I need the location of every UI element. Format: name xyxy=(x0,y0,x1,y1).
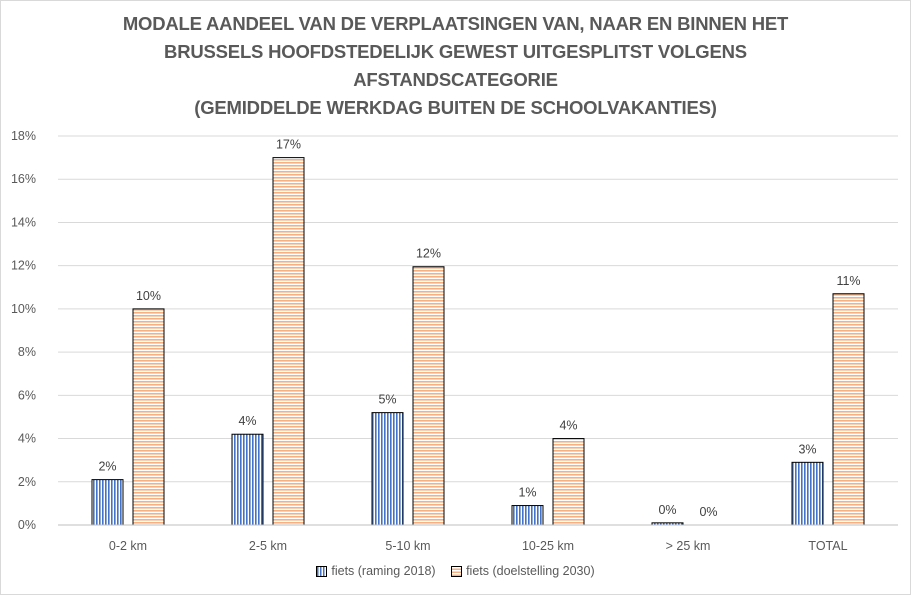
bar xyxy=(132,308,165,526)
title-line-4: (GEMIDDELDE WERKDAG BUITEN DE SCHOOLVAKA… xyxy=(194,97,717,118)
bar xyxy=(371,412,404,526)
data-label: 10% xyxy=(136,289,161,303)
title-line-2: BRUSSELS HOOFDSTEDELIJK GEWEST UITGESPLI… xyxy=(164,41,747,62)
data-label: 12% xyxy=(416,247,441,261)
axes: 0% 2% 4% 6% 8% 10% 12% 14% 16% 18% 0-2 km 2-5 km 5-1… xyxy=(11,129,898,553)
y-tick-label: 14% xyxy=(11,215,36,229)
legend-swatch-orange xyxy=(451,565,463,577)
x-tick-label: > 25 km xyxy=(666,539,711,553)
data-label: 3% xyxy=(798,442,816,456)
y-tick-label: 18% xyxy=(11,129,36,143)
data-label: 1% xyxy=(518,486,536,500)
legend: fiets (raming 2018) fiets (doelstelling … xyxy=(0,564,911,580)
legend-label-2018: fiets (raming 2018) xyxy=(331,564,436,578)
y-tick-label: 10% xyxy=(11,302,36,316)
data-label: 4% xyxy=(559,419,577,433)
data-labels: 2% 10% 4% 17% 5% 12% 1% 4% 0% 0% 3% 11% xyxy=(98,138,860,519)
title-line-1: MODALE AANDEEL VAN DE VERPLAATSINGEN VAN… xyxy=(122,13,789,34)
y-tick-label: 0% xyxy=(18,518,36,532)
x-tick-label: TOTAL xyxy=(808,539,847,553)
bar xyxy=(791,461,824,526)
data-label: 2% xyxy=(98,460,116,474)
y-tick-label: 12% xyxy=(11,259,36,273)
chart-title: MODALE AANDEEL VAN DE VERPLAATSINGEN VAN… xyxy=(0,10,911,122)
title-line-3: AFSTANDSCATEGORIE xyxy=(353,69,558,90)
bar xyxy=(231,433,264,526)
y-tick-label: 16% xyxy=(11,172,36,186)
x-tick-label: 10-25 km xyxy=(522,539,574,553)
y-tick-label: 8% xyxy=(18,345,36,359)
data-label: 11% xyxy=(836,274,860,288)
x-tick-label: 5-10 km xyxy=(385,539,430,553)
legend-label-2030: fiets (doelstelling 2030) xyxy=(466,564,595,578)
gridlines xyxy=(58,135,898,483)
y-tick-label: 6% xyxy=(18,388,36,402)
x-tick-label: 2-5 km xyxy=(249,539,287,553)
bars xyxy=(91,157,865,526)
bar xyxy=(91,479,124,526)
legend-item-2018: fiets (raming 2018) xyxy=(316,564,436,578)
bar xyxy=(552,438,585,526)
bar xyxy=(272,157,305,526)
data-label: 0% xyxy=(658,503,676,517)
data-label: 0% xyxy=(699,505,717,519)
data-label: 5% xyxy=(378,393,396,407)
data-label: 4% xyxy=(238,414,256,428)
legend-swatch-blue xyxy=(316,565,328,577)
y-tick-label: 4% xyxy=(18,432,36,446)
y-tick-label: 2% xyxy=(18,475,36,489)
x-tick-label: 0-2 km xyxy=(109,539,147,553)
bar xyxy=(412,266,445,526)
bar xyxy=(511,505,544,526)
data-label: 17% xyxy=(276,138,301,152)
bar xyxy=(832,293,865,526)
legend-item-2030: fiets (doelstelling 2030) xyxy=(451,564,595,578)
